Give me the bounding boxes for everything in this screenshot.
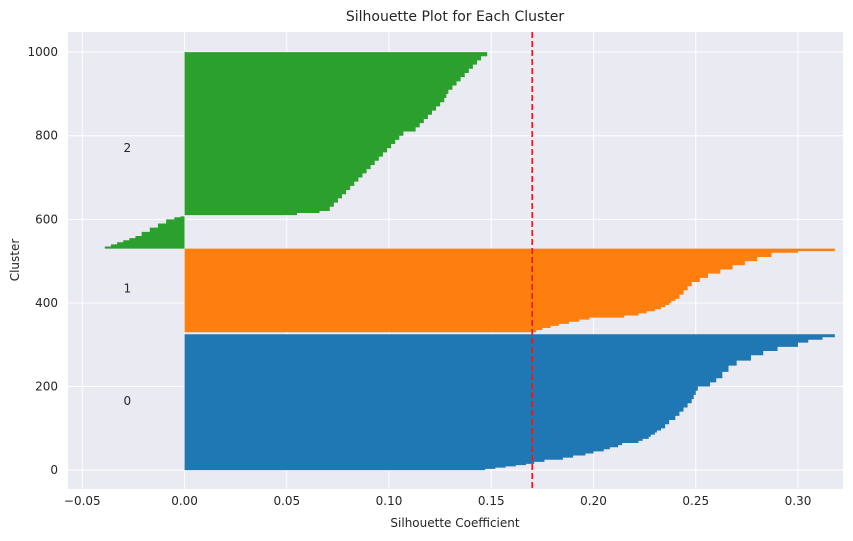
x-tick-label: 0.05 bbox=[273, 494, 300, 508]
x-tick-label: −0.05 bbox=[64, 494, 101, 508]
y-tick-label: 200 bbox=[35, 380, 58, 394]
cluster-label-0: 0 bbox=[123, 394, 131, 408]
x-tick-label: 0.30 bbox=[785, 494, 812, 508]
chart-title: Silhouette Plot for Each Cluster bbox=[346, 9, 565, 25]
y-axis-title: Cluster bbox=[8, 239, 22, 282]
x-tick-label: 0.20 bbox=[580, 494, 607, 508]
cluster-0-silhouette bbox=[184, 334, 835, 471]
x-axis-ticks: −0.05 0.00 0.05 0.10 0.15 0.20 0.25 0.30 bbox=[64, 494, 811, 508]
y-tick-label: 1000 bbox=[27, 45, 58, 59]
cluster-label-2: 2 bbox=[123, 141, 131, 155]
cluster-2-silhouette bbox=[104, 52, 492, 249]
cluster-1-silhouette bbox=[184, 248, 835, 333]
x-tick-label: 0.00 bbox=[171, 494, 198, 508]
cluster-bars bbox=[104, 52, 835, 471]
x-tick-label: 0.10 bbox=[376, 494, 403, 508]
x-axis-title: Silhouette Coefficient bbox=[390, 516, 519, 530]
x-tick-label: 0.25 bbox=[682, 494, 709, 508]
x-tick-label: 0.15 bbox=[478, 494, 505, 508]
y-tick-label: 600 bbox=[35, 212, 58, 226]
y-axis-ticks: 0 200 400 600 800 1000 bbox=[27, 45, 58, 477]
cluster-labels: 0 1 2 bbox=[123, 141, 131, 408]
y-tick-label: 0 bbox=[50, 463, 58, 477]
y-tick-label: 800 bbox=[35, 129, 58, 143]
cluster-label-1: 1 bbox=[123, 281, 131, 295]
y-tick-label: 400 bbox=[35, 296, 58, 310]
